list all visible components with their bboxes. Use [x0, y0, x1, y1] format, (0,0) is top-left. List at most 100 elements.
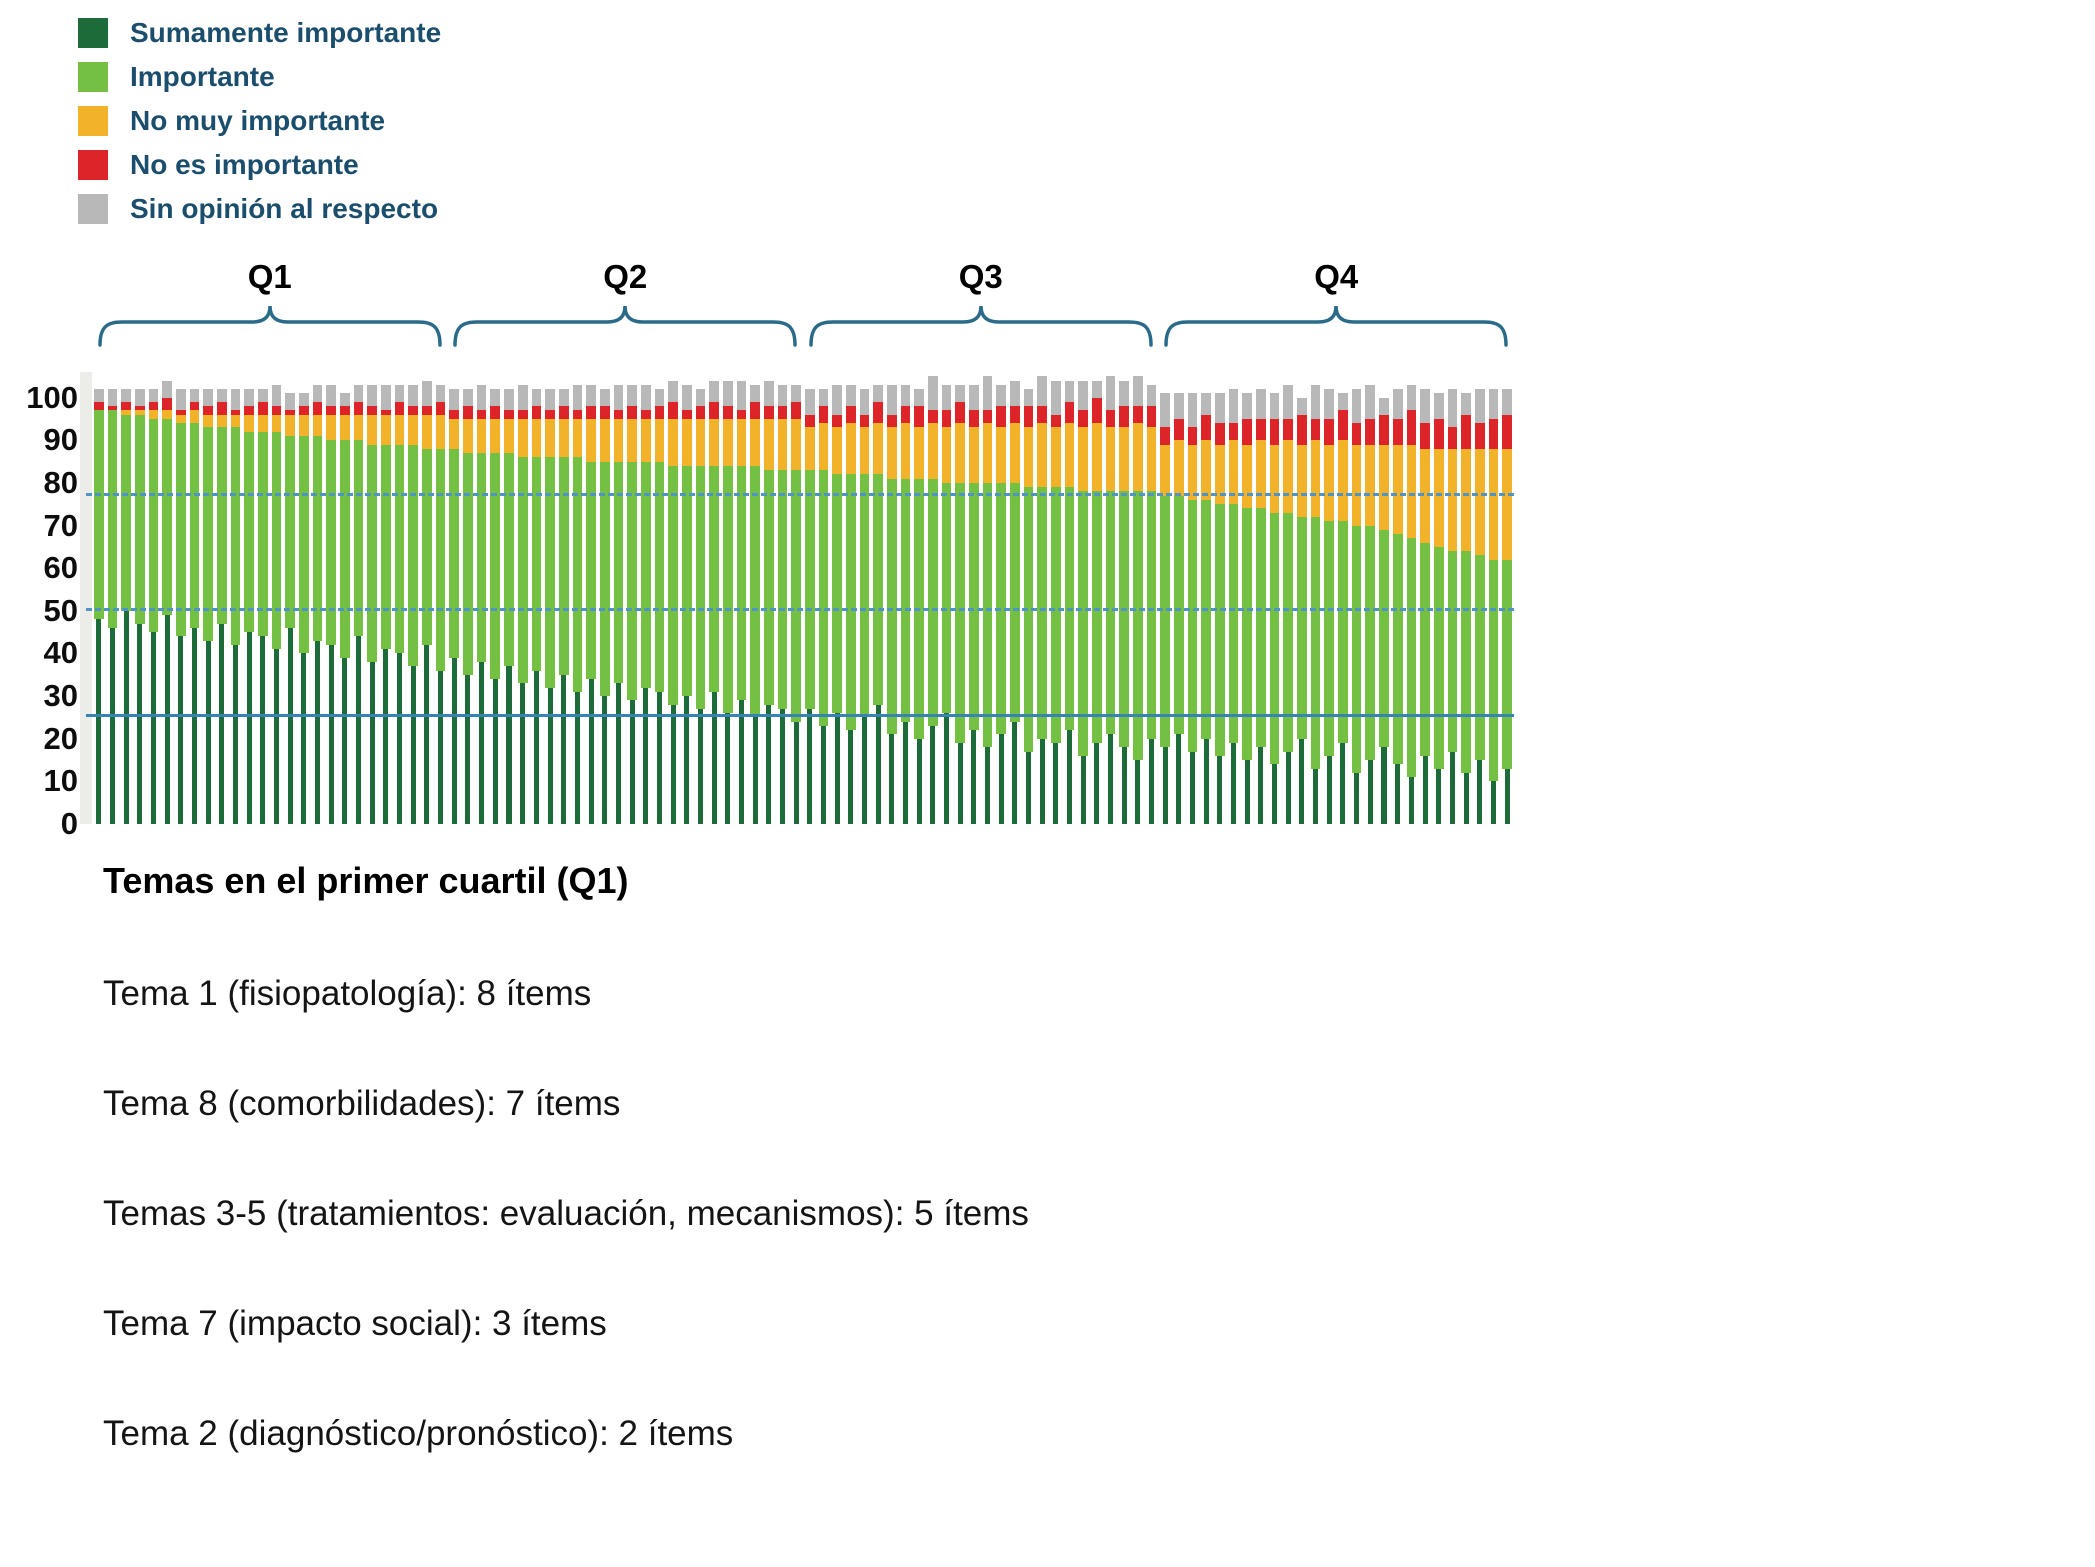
stacked-bar — [502, 389, 516, 824]
bar-segment-no-muy-importante — [996, 427, 1007, 483]
bar-segment-no-muy-importante — [1023, 427, 1034, 488]
bar-segment-sin-opinion-al-respecto — [668, 380, 678, 402]
bar-segment-importante — [285, 435, 296, 628]
bar-segment-no-muy-importante — [791, 418, 801, 471]
quartile-label: Q3 — [958, 258, 1003, 295]
stacked-bar — [147, 389, 161, 824]
bar-segment-importante — [969, 482, 979, 731]
stacked-bar — [201, 389, 215, 824]
bar-segment-no-muy-importante — [804, 427, 815, 471]
stacked-bar — [1240, 393, 1254, 824]
bar-segment-no-muy-importante — [394, 414, 405, 445]
bar-segment-no-muy-importante — [176, 414, 186, 424]
reference-line-25 — [86, 714, 1514, 718]
bar-segment-sin-opinion-al-respecto — [1037, 376, 1048, 407]
bar-segment-importante — [722, 465, 733, 714]
bar-segment-sumamente-importante — [410, 666, 416, 824]
y-tick-label: 30 — [43, 678, 78, 714]
bar-segment-sumamente-importante — [1039, 738, 1045, 824]
stacked-bar — [612, 384, 626, 824]
quartile-label: Q1 — [247, 258, 292, 295]
bar-segment-no-muy-importante — [162, 410, 173, 419]
bar-segment-no-es-importante — [654, 406, 665, 419]
stacked-bar — [1363, 384, 1377, 824]
bar-segment-importante — [1310, 517, 1321, 769]
bar-segment-no-es-importante — [121, 401, 132, 411]
bar-segment-sumamente-importante — [492, 679, 498, 824]
stacked-bar — [598, 389, 612, 824]
bar-segment-no-es-importante — [1461, 414, 1471, 449]
y-tick-label: 70 — [43, 507, 78, 543]
bar-segment-no-muy-importante — [1447, 448, 1458, 552]
bar-segment-sumamente-importante — [602, 696, 608, 824]
bar-segment-sumamente-importante — [793, 721, 799, 824]
bar-segment-sin-opinion-al-respecto — [353, 384, 364, 402]
bar-segment-no-es-importante — [1051, 414, 1061, 428]
bar-segment-sumamente-importante — [588, 679, 594, 824]
stacked-bar — [817, 389, 831, 824]
bar-segment-no-muy-importante — [463, 418, 473, 454]
bar-segment-no-es-importante — [490, 406, 501, 419]
bar-segment-sin-opinion-al-respecto — [1119, 380, 1130, 407]
bar-segment-no-es-importante — [1023, 406, 1034, 428]
bar-segment-sin-opinion-al-respecto — [1406, 384, 1417, 411]
bar-segment-sumamente-importante — [1299, 738, 1305, 824]
bar-segment-no-es-importante — [107, 406, 118, 411]
bar-segment-sumamente-importante — [287, 627, 293, 824]
bar-segment-no-muy-importante — [668, 418, 678, 466]
stacked-bar — [406, 384, 420, 824]
bar-segment-no-muy-importante — [681, 418, 692, 466]
bar-segment-importante — [1133, 491, 1143, 761]
bar-segment-importante — [982, 482, 993, 748]
bar-segment-sin-opinion-al-respecto — [1201, 393, 1212, 415]
bar-segment-no-muy-importante — [1338, 440, 1348, 522]
bar-segment-sin-opinion-al-respecto — [490, 389, 501, 407]
bar-segment-no-es-importante — [1146, 406, 1157, 428]
bar-segment-no-muy-importante — [340, 414, 350, 441]
bracket-icon — [453, 305, 797, 347]
stacked-bar — [653, 389, 667, 824]
bar-segment-no-muy-importante — [722, 418, 733, 466]
bar-segment-no-muy-importante — [135, 410, 145, 415]
bar-segment-no-es-importante — [927, 410, 938, 424]
bar-segment-sin-opinion-al-respecto — [476, 384, 487, 411]
bar-segment-importante — [1242, 508, 1253, 761]
bar-segment-sumamente-importante — [1053, 742, 1059, 824]
bar-segment-sumamente-importante — [315, 640, 321, 824]
stacked-bar — [1158, 393, 1172, 824]
stacked-bar — [311, 384, 325, 824]
stacked-bar — [953, 384, 967, 824]
bar-segment-no-es-importante — [367, 406, 378, 415]
bar-segment-no-es-importante — [299, 406, 309, 415]
bar-segment-no-es-importante — [982, 410, 993, 424]
bar-segment-no-es-importante — [1283, 418, 1294, 441]
bar-segment-no-muy-importante — [969, 427, 979, 483]
bar-segment-sin-opinion-al-respecto — [1420, 389, 1430, 424]
bar-segment-sin-opinion-al-respecto — [1010, 380, 1020, 407]
chart-plot-area — [80, 372, 1514, 824]
bar-segment-sin-opinion-al-respecto — [791, 384, 801, 402]
bar-segment-sin-opinion-al-respecto — [804, 389, 815, 415]
bar-segment-importante — [312, 435, 323, 641]
bar-segment-sumamente-importante — [957, 742, 963, 824]
bar-segment-no-es-importante — [1064, 401, 1075, 424]
bar-segment-no-es-importante — [1133, 406, 1143, 424]
bar-segment-sumamente-importante — [985, 747, 991, 824]
bar-segment-no-muy-importante — [832, 427, 842, 475]
bar-segment-no-es-importante — [271, 406, 282, 415]
y-tick-label: 60 — [43, 550, 78, 586]
stacked-bar — [160, 380, 174, 824]
bar-segment-no-es-importante — [176, 410, 186, 415]
bar-segment-sin-opinion-al-respecto — [900, 384, 911, 407]
bar-segment-no-es-importante — [1351, 423, 1362, 445]
bar-segment-importante — [736, 465, 747, 701]
footer-line: Tema 2 (diagnóstico/pronóstico): 2 ítems — [103, 1414, 734, 1453]
bar-segment-no-es-importante — [1269, 418, 1280, 445]
bar-segment-importante — [490, 453, 501, 680]
stacked-bar — [379, 384, 393, 824]
bar-segment-importante — [859, 474, 870, 718]
bar-segment-importante — [900, 478, 911, 722]
bar-segment-sumamente-importante — [889, 734, 895, 824]
bar-segment-sin-opinion-al-respecto — [1092, 380, 1102, 398]
bar-segment-sumamente-importante — [205, 640, 211, 824]
